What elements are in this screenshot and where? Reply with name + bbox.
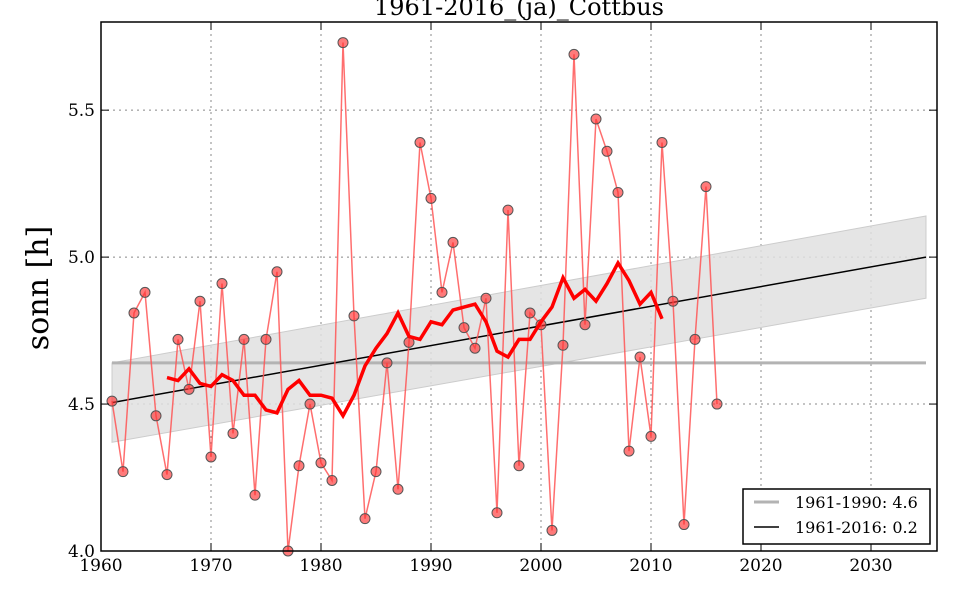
annual-point (546, 524, 558, 536)
annual-point (172, 333, 184, 345)
y-tick-label: 4.5 (68, 395, 95, 415)
annual-point (370, 466, 382, 478)
annual-point (711, 398, 723, 410)
annual-point (524, 307, 536, 319)
x-tick-label: 2000 (519, 556, 562, 576)
annual-point (425, 192, 437, 204)
annual-point (601, 145, 613, 157)
x-tick-label: 1980 (299, 556, 342, 576)
annual-point (634, 351, 646, 363)
annual-point (590, 113, 602, 125)
annual-point (645, 430, 657, 442)
trend-line-group (111, 256, 927, 404)
y-tick-label: 5.5 (68, 101, 95, 121)
y-axis-label: sonn [h] (21, 226, 56, 350)
annual-point (106, 395, 118, 407)
annual-point (513, 460, 525, 472)
ticks (100, 22, 937, 552)
annual-point (161, 469, 173, 481)
annual-point (392, 483, 404, 495)
annual-point (359, 513, 371, 525)
x-tick-label: 1960 (79, 556, 122, 576)
annual-point (458, 322, 470, 334)
annual-point (414, 136, 426, 148)
annual-point (205, 451, 217, 463)
annual-point (139, 286, 151, 298)
annual-point (117, 466, 129, 478)
annual-point (293, 460, 305, 472)
annual-point (326, 474, 338, 486)
plot-frame (100, 21, 938, 552)
x-tick-label: 2020 (739, 556, 782, 576)
x-tick-labels: 1960 1970 1980 1990 2000 2010 2020 2030 (79, 556, 892, 576)
legend-label-trend: 1961-2016: 0.2 (795, 518, 918, 537)
annual-point (667, 295, 679, 307)
running-mean-line (166, 259, 664, 420)
y-tick-label: 4.0 (68, 542, 95, 562)
annual-point (469, 342, 481, 354)
annual-point (700, 181, 712, 193)
annual-point (337, 37, 349, 49)
annual-point (128, 307, 140, 319)
x-tick-label: 2010 (629, 556, 672, 576)
legend: 1961-1990: 4.6 1961-2016: 0.2 (742, 488, 931, 545)
annual-point (194, 295, 206, 307)
running-mean-series (166, 259, 664, 420)
annual-point (568, 48, 580, 60)
annual-point (150, 410, 162, 422)
legend-box (742, 488, 931, 545)
annual-point (502, 204, 514, 216)
annual-point (271, 266, 283, 278)
trend-line (111, 256, 927, 404)
annual-point (315, 457, 327, 469)
y-tick-labels: 4.0 4.5 5.0 5.5 (68, 101, 95, 562)
annual-point (260, 333, 272, 345)
annual-line (111, 42, 718, 552)
annual-point (249, 489, 261, 501)
annual-point (612, 186, 624, 198)
annual-point (447, 236, 459, 248)
annual-series (106, 37, 723, 557)
annual-point (436, 286, 448, 298)
annual-point (623, 445, 635, 457)
annual-point (183, 383, 195, 395)
annual-point (491, 507, 503, 519)
annual-point (656, 136, 668, 148)
annual-point (480, 292, 492, 304)
x-tick-label: 1990 (409, 556, 452, 576)
chart-title: 1961-2016_(ja)_Cottbus (374, 0, 664, 21)
annual-point (238, 333, 250, 345)
annual-point (227, 427, 239, 439)
y-tick-label: 5.0 (68, 248, 95, 268)
annual-point (381, 357, 393, 369)
annual-point (557, 339, 569, 351)
annual-point (348, 310, 360, 322)
x-tick-label: 2030 (849, 556, 892, 576)
annual-point (678, 519, 690, 531)
legend-label-reference: 1961-1990: 4.6 (795, 493, 918, 512)
annual-point (304, 398, 316, 410)
x-tick-label: 1970 (189, 556, 232, 576)
annual-point (216, 278, 228, 290)
annual-point (579, 319, 591, 331)
annual-point (689, 333, 701, 345)
